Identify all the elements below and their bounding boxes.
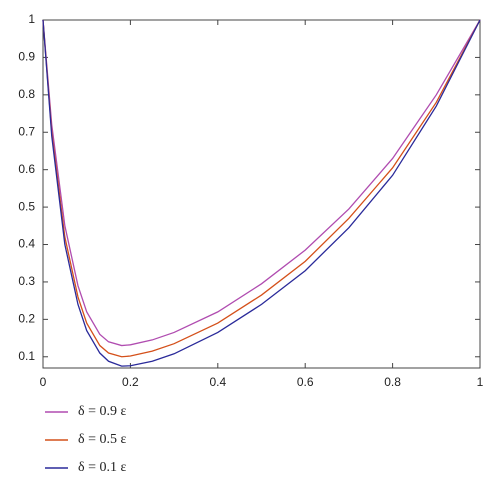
y-tick-label: 0.2 (18, 312, 35, 326)
y-tick-label: 0.6 (18, 162, 35, 176)
plot-frame (42, 19, 481, 369)
y-tick-label: 0.5 (18, 199, 35, 213)
y-tick-label: 0.3 (18, 274, 35, 288)
x-tick-label: 0.2 (122, 375, 139, 389)
legend-label: δ = 0.1 ε (78, 460, 126, 475)
y-tick-label: 0.8 (18, 87, 35, 101)
line-series (42, 19, 481, 358)
y-tick-label: 0.7 (18, 124, 35, 138)
y-tick-label: 1 (28, 12, 35, 26)
x-tick-label: 0.8 (384, 375, 401, 389)
line-series (42, 19, 481, 347)
x-tick-label: 0.4 (209, 375, 226, 389)
y-tick-label: 0.4 (18, 237, 35, 251)
x-tick-label: 1 (477, 375, 484, 389)
x-tick-label: 0 (40, 375, 47, 389)
y-tick-label: 0.1 (18, 349, 35, 363)
legend-label: δ = 0.9 ε (78, 404, 126, 419)
legend-label: δ = 0.5 ε (78, 432, 126, 447)
x-tick-label: 0.6 (297, 375, 314, 389)
y-tick-label: 0.9 (18, 50, 35, 64)
line-series (42, 19, 481, 367)
